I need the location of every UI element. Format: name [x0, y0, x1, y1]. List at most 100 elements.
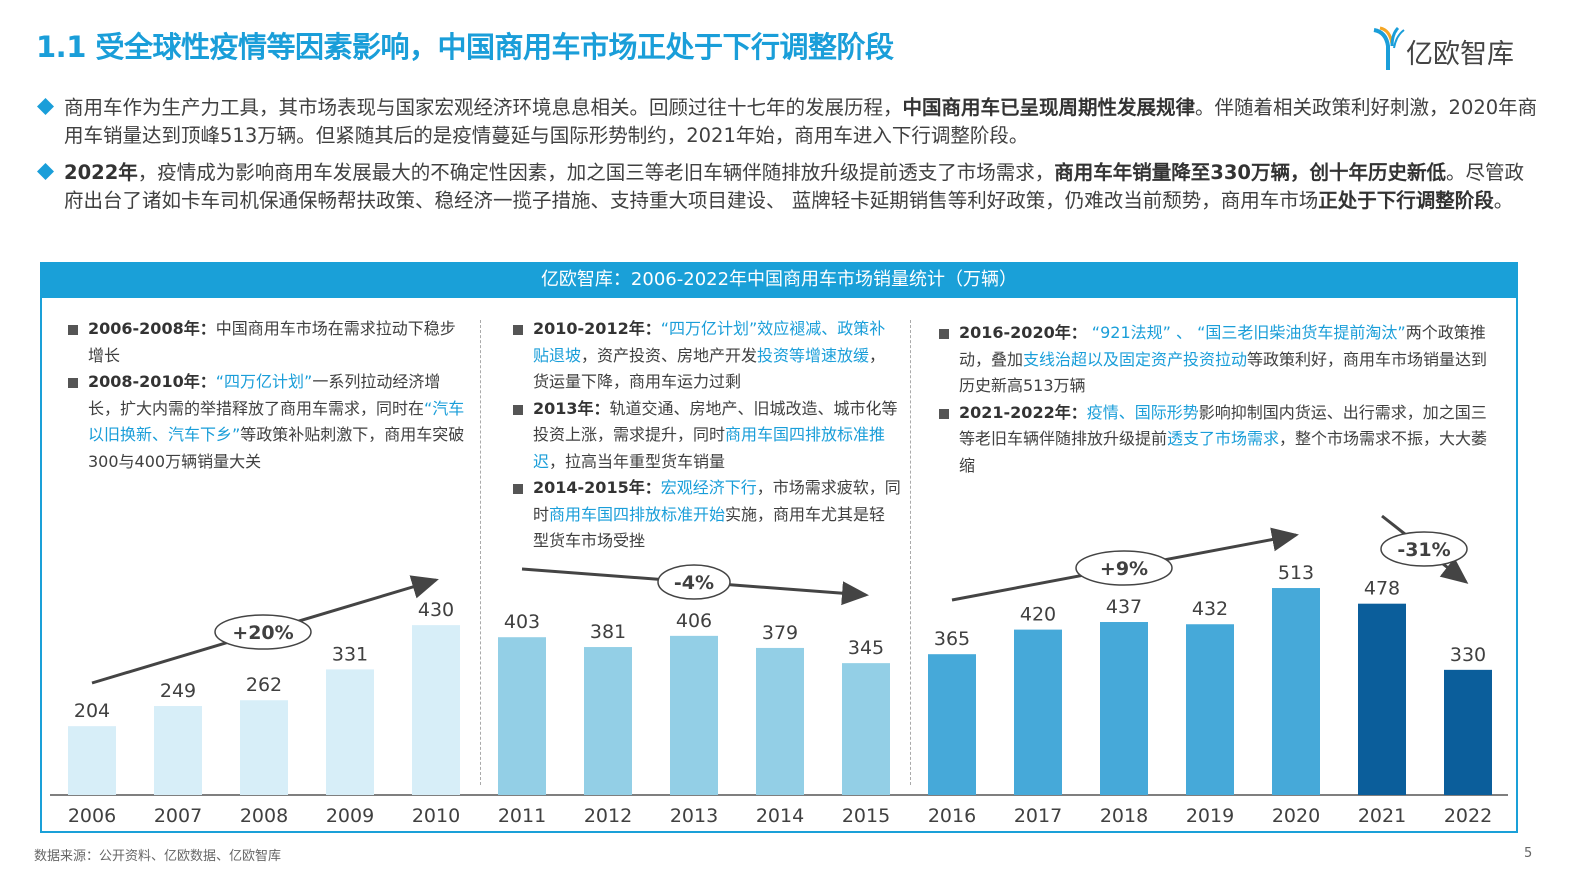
- text: 实施，商用车尤其是轻型货车市场受挫: [533, 504, 886, 551]
- bar: [326, 669, 374, 795]
- data-label: 403: [504, 611, 540, 633]
- note-item: 2014-2015年：宏观经济下行，市场需求疲软，同时商用车国四排放标准开始实施…: [511, 475, 901, 555]
- x-tick-label: 2017: [1014, 805, 1062, 827]
- paragraph-2: 2022年，疫情成为影响商用车发展最大的不确定性因素，加之国三等老旧车辆伴随排放…: [37, 159, 1538, 215]
- square-bullet-icon: [939, 329, 949, 339]
- x-tick-label: 2016: [928, 805, 976, 827]
- bar: [1186, 624, 1234, 795]
- page-title: 1.1 受全球性疫情等因素影响，中国商用车市场正处于下行调整阶段: [36, 30, 894, 64]
- text: ，货运量下降，商用车运力过剩: [533, 345, 886, 392]
- square-bullet-icon: [939, 408, 949, 419]
- x-tick-label: 2012: [584, 805, 632, 827]
- x-tick-label: 2013: [670, 805, 718, 827]
- data-label: 331: [332, 643, 368, 665]
- data-label: 430: [418, 599, 454, 621]
- note-item: 2008-2010年：“四万亿计划”一系列拉动经济增长，扩大内需的举措释放了商用…: [66, 369, 466, 475]
- x-tick-label: 2019: [1186, 805, 1234, 827]
- data-label: 432: [1192, 598, 1228, 620]
- bar: [842, 663, 890, 795]
- logo-mark-icon: [1373, 26, 1405, 70]
- note-item: 2013年：轨道交通、房地产、旧城改造、城市化等投资上涨，需求提升，同时商用车国…: [511, 396, 901, 476]
- text: ，拉高当年重型货车销量: [549, 451, 726, 471]
- bold-text: 商用车年销量降至330万辆，创十年历史新低: [1054, 161, 1447, 184]
- text: 中国商用车市场在需求拉动下稳步增长: [88, 319, 456, 365]
- notes-period-2: 2010-2012年：“四万亿计划”效应褪减、政策补贴退坡，资产投资、房地产开发…: [511, 316, 901, 555]
- x-tick-label: 2010: [412, 805, 460, 827]
- data-label: 513: [1278, 562, 1314, 584]
- square-bullet-icon: [68, 378, 78, 388]
- bold-text: 正处于下行调整阶段: [1318, 189, 1494, 212]
- data-label: 437: [1106, 596, 1142, 618]
- bold-text: 2016-2020年：: [959, 323, 1087, 342]
- chart-title: 亿欧智库：2006-2022年中国商用车市场销量统计（万辆）: [40, 262, 1518, 298]
- highlight-text: 支线治超以及固定资产投资拉动: [1023, 349, 1248, 369]
- square-bullet-icon: [68, 325, 78, 335]
- text: ，整个市场需求不振，大大萎缩: [959, 429, 1488, 475]
- data-source: 数据来源：公开资料、亿欧数据、亿欧智库: [34, 849, 282, 864]
- text: 轨道交通、房地产、旧城改造、城市化等投资上涨，需求提升，同时: [533, 398, 898, 445]
- bold-text: 2021-2022年：: [959, 402, 1087, 422]
- data-label: 249: [160, 680, 196, 702]
- trend-badge: [1075, 550, 1173, 586]
- text: 影响抑制国内货运、出行需求，加之国三等老旧车辆伴随排放升级提前: [959, 402, 1487, 449]
- square-bullet-icon: [513, 484, 523, 494]
- paragraph-1: 商用车作为生产力工具，其市场表现与国家宏观经济环境息息相关。回顾过往十七年的发展…: [37, 94, 1538, 150]
- text: 商用车作为生产力工具，其市场表现与国家宏观经济环境息息相关。回顾过往十七年的发展…: [64, 96, 903, 119]
- x-tick-label: 2015: [842, 805, 890, 827]
- bar: [928, 654, 976, 795]
- x-tick-label: 2020: [1272, 805, 1320, 827]
- bold-text: 2014-2015年：: [533, 478, 661, 497]
- highlight-text: 疫情、国际形势: [1086, 402, 1199, 422]
- highlight-text: “四万亿计划”: [215, 372, 313, 391]
- bar: [1444, 669, 1492, 795]
- square-bullet-icon: [513, 404, 523, 415]
- data-label: 204: [74, 700, 110, 722]
- text: 两个政策推动，叠加: [959, 323, 1486, 369]
- x-tick-label: 2009: [326, 805, 374, 827]
- bar: [1272, 588, 1320, 795]
- highlight-text: “921法规” 、 “国三老旧柴油货车提前淘汰”: [1086, 323, 1406, 342]
- highlight-text: 透支了市场需求: [1167, 429, 1280, 448]
- logo: 亿欧智库: [1370, 24, 1540, 72]
- bar: [412, 625, 460, 795]
- bar: [154, 706, 202, 795]
- period-divider: [910, 320, 911, 785]
- page-number: 5: [1524, 846, 1533, 861]
- trend-label: +20%: [232, 622, 293, 644]
- note-item: 2010-2012年：“四万亿计划”效应褪减、政策补贴退坡，资产投资、房地产开发…: [511, 316, 901, 396]
- x-tick-label: 2021: [1358, 805, 1406, 827]
- note-item: 2016-2020年： “921法规” 、 “国三老旧柴油货车提前淘汰”两个政策…: [937, 320, 1502, 400]
- period-divider: [480, 320, 481, 785]
- data-label: 420: [1020, 604, 1056, 626]
- trend-badge: [1380, 531, 1468, 567]
- logo-text: 亿欧智库: [1406, 39, 1514, 70]
- highlight-text: 商用车国四排放标准推迟: [533, 425, 886, 471]
- data-label: 381: [590, 621, 626, 643]
- highlight-text: 商用车国四排放标准开始: [549, 504, 726, 524]
- x-tick-label: 2018: [1100, 805, 1148, 827]
- highlight-text: “汽车以旧换新、汽车下乡”: [88, 398, 465, 445]
- data-label: 379: [762, 622, 798, 644]
- bar: [1014, 629, 1062, 795]
- data-label: 365: [934, 628, 970, 650]
- bold-text: 2010-2012年：: [533, 319, 661, 338]
- text: ，疫情成为影响商用车发展最大的不确定性因素，加之国三等老旧车辆伴随排放升级提前透…: [137, 161, 1055, 184]
- trend-label: -4%: [674, 572, 714, 594]
- data-label: 406: [676, 610, 712, 632]
- notes-period-1: 2006-2008年：中国商用车市场在需求拉动下稳步增长 2008-2010年：“…: [66, 316, 466, 475]
- text: 。尽管政府出台了诸如卡车司机保通保畅帮扶政策、稳经济一揽子措施、支持重大项目建设…: [64, 161, 1525, 212]
- text: 等政策补贴刺激下，商用车突破300与400万辆销量大关: [88, 425, 465, 471]
- note-item: 2006-2008年：中国商用车市场在需求拉动下稳步增长: [66, 316, 466, 369]
- data-label: 345: [848, 637, 884, 659]
- trend-badge: [657, 564, 731, 600]
- notes-period-3: 2016-2020年： “921法规” 、 “国三老旧柴油货车提前淘汰”两个政策…: [937, 320, 1502, 479]
- x-tick-label: 2008: [240, 805, 288, 827]
- text: ，市场需求疲软，同时: [533, 478, 901, 524]
- bar: [756, 647, 804, 795]
- trend-label: +9%: [1100, 558, 1148, 580]
- bar: [68, 726, 116, 795]
- trend-label: -31%: [1397, 539, 1450, 561]
- data-label: 330: [1450, 644, 1486, 666]
- bold-text: 2008-2010年：: [88, 372, 216, 391]
- text: 。伴随着相关政策利好刺激，2020年商用车销量达到顶峰513万辆。但紧随其后的是…: [64, 96, 1538, 147]
